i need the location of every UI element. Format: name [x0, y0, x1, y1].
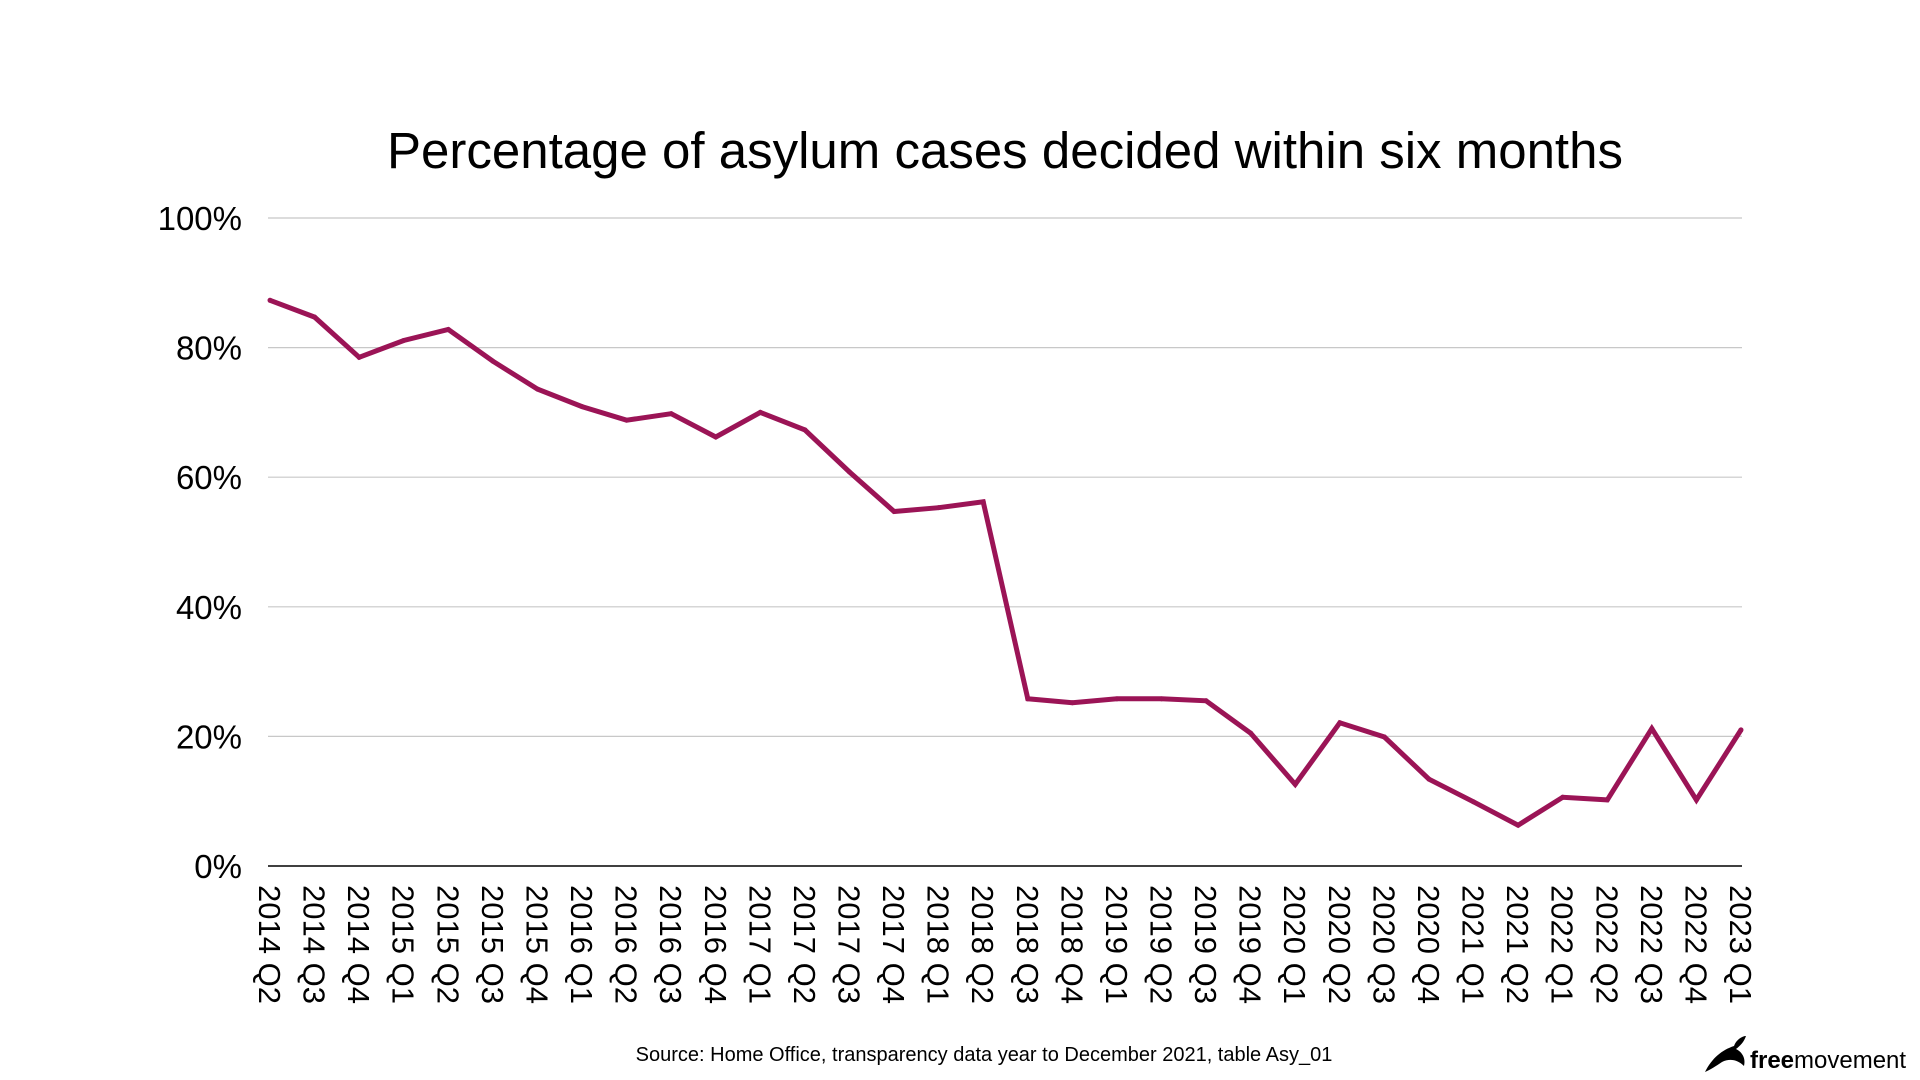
data-point	[757, 409, 763, 415]
data-point	[1693, 797, 1699, 803]
data-point	[1738, 727, 1744, 733]
y-tick-label: 100%	[158, 200, 242, 237]
source-note: Source: Home Office, transparency data y…	[636, 1044, 1333, 1066]
x-tick-label: 2019 Q4	[1233, 885, 1268, 1004]
data-point	[1025, 696, 1031, 702]
data-point	[312, 314, 318, 320]
x-tick-label: 2020 Q3	[1366, 885, 1401, 1004]
x-tick-label: 2018 Q1	[921, 885, 956, 1004]
x-tick-label: 2022 Q4	[1678, 885, 1713, 1004]
data-point	[624, 417, 630, 423]
x-tick-label: 2017 Q2	[787, 885, 822, 1004]
data-point	[1114, 696, 1120, 702]
x-tick-label: 2022 Q2	[1589, 885, 1624, 1004]
data-point	[1159, 696, 1165, 702]
data-point	[668, 411, 674, 417]
data-point	[1337, 720, 1343, 726]
x-tick-label: 2019 Q2	[1144, 885, 1179, 1004]
data-point	[1426, 776, 1432, 782]
data-point	[936, 505, 942, 511]
x-tick-label: 2019 Q3	[1188, 885, 1223, 1004]
x-tick-label: 2022 Q1	[1545, 885, 1580, 1004]
data-point	[713, 434, 719, 440]
x-tick-label: 2016 Q2	[609, 885, 644, 1004]
x-tick-label: 2020 Q1	[1277, 885, 1312, 1004]
x-tick-label: 2015 Q3	[475, 885, 510, 1004]
series-line	[269, 297, 1744, 829]
data-point	[891, 509, 897, 515]
x-tick-label: 2018 Q2	[965, 885, 1000, 1004]
y-axis-ticks: 0% 20% 40% 60% 80% 100%	[158, 200, 242, 885]
logo: freemovement	[1705, 1036, 1906, 1074]
x-tick-label: 2021 Q2	[1500, 885, 1535, 1004]
data-point	[846, 469, 852, 475]
data-point	[1381, 734, 1387, 740]
logo-text-bold: free	[1750, 1047, 1794, 1074]
data-point	[1248, 730, 1254, 736]
x-axis-ticks: 2014 Q2 2014 Q3 2014 Q4 2015 Q1 2015 Q2 2015 …	[252, 885, 1758, 1004]
x-tick-label: 2018 Q3	[1010, 885, 1045, 1004]
data-point	[1471, 799, 1477, 805]
x-tick-label: 2014 Q4	[341, 885, 376, 1004]
x-tick-label: 2016 Q4	[698, 885, 733, 1004]
data-point	[1292, 781, 1298, 787]
x-tick-label: 2015 Q2	[430, 885, 465, 1004]
chart-title: Percentage of asylum cases decided withi…	[387, 122, 1623, 179]
data-point	[534, 386, 540, 392]
data-point	[1649, 726, 1655, 732]
y-tick-label: 0%	[194, 848, 242, 885]
x-tick-label: 2020 Q4	[1411, 885, 1446, 1004]
data-point	[1604, 797, 1610, 803]
data-point	[356, 354, 362, 360]
y-tick-label: 80%	[176, 330, 242, 367]
x-tick-label: 2018 Q4	[1054, 885, 1089, 1004]
data-point	[445, 326, 451, 332]
y-tick-label: 20%	[176, 718, 242, 755]
data-point	[490, 358, 496, 364]
logo-text: freemovement	[1750, 1047, 1906, 1074]
data-point	[980, 499, 986, 505]
x-tick-label: 2016 Q1	[564, 885, 599, 1004]
x-tick-label: 2023 Q1	[1723, 885, 1758, 1004]
x-tick-label: 2017 Q4	[876, 885, 911, 1004]
y-tick-label: 60%	[176, 459, 242, 496]
bird-icon	[1705, 1036, 1746, 1072]
x-tick-label: 2014 Q2	[252, 885, 287, 1004]
x-tick-label: 2016 Q3	[653, 885, 688, 1004]
x-tick-label: 2015 Q4	[519, 885, 554, 1004]
data-point	[1560, 794, 1566, 800]
data-point	[401, 337, 407, 343]
series-layer	[267, 297, 1744, 829]
data-point	[1515, 822, 1521, 828]
x-tick-label: 2015 Q1	[386, 885, 421, 1004]
x-tick-label: 2017 Q3	[831, 885, 866, 1004]
x-tick-label: 2022 Q3	[1634, 885, 1669, 1004]
x-tick-label: 2014 Q3	[297, 885, 332, 1004]
x-tick-label: 2017 Q1	[742, 885, 777, 1004]
data-point	[1203, 698, 1209, 704]
x-tick-label: 2021 Q1	[1456, 885, 1491, 1004]
data-point	[1069, 700, 1075, 706]
x-tick-label: 2020 Q2	[1322, 885, 1357, 1004]
x-tick-label: 2019 Q1	[1099, 885, 1134, 1004]
logo-text-regular: movement	[1794, 1047, 1906, 1074]
data-point	[267, 297, 273, 303]
grid-lines	[268, 217, 1742, 738]
data-point	[579, 404, 585, 410]
y-tick-label: 40%	[176, 589, 242, 626]
data-point	[802, 427, 808, 433]
